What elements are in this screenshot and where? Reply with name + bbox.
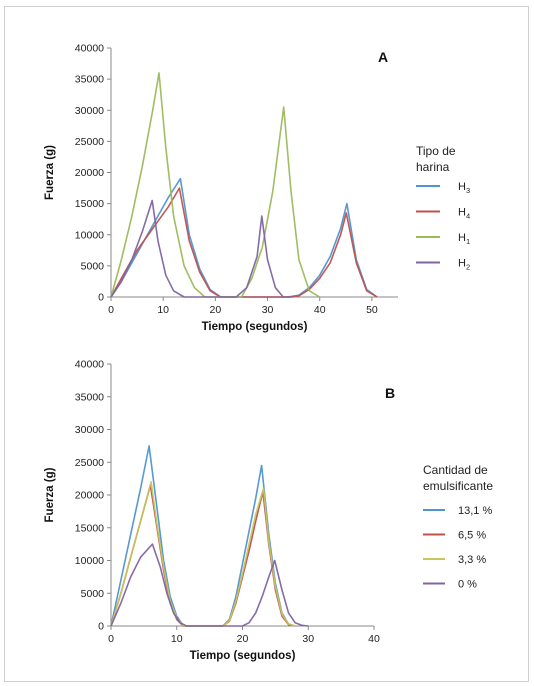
legend-label: 6,5 % — [458, 530, 486, 542]
y-tick-label: 5000 — [81, 260, 105, 272]
figure-frame — [4, 6, 529, 682]
legend-label: H2 — [458, 258, 470, 272]
legend-label: 13,1 % — [458, 505, 492, 517]
x-tick-label: 20 — [210, 304, 222, 316]
x-tick-label: 30 — [302, 633, 314, 645]
y-tick-label: 5000 — [81, 588, 105, 600]
x-axis-label: Tiempo (segundos) — [190, 650, 296, 662]
y-axis-label: Fuerza (g) — [44, 467, 56, 522]
legend: Cantidad de emulsificante 13,1 % 6,5 % 3,3 %… — [423, 463, 493, 591]
series-line-2 — [110, 72, 321, 298]
y-tick-label: 25000 — [75, 457, 104, 469]
legend-title: Cantidad de — [423, 463, 488, 477]
y-axis-label: Fuerza (g) — [44, 145, 56, 200]
legend-title: emulsificante — [423, 479, 493, 493]
x-tick-label: 0 — [108, 633, 114, 645]
series-line-2 — [110, 481, 296, 627]
legend-title: harina — [416, 160, 450, 174]
y-tick-label: 20000 — [75, 167, 104, 179]
y-tick-label: 10000 — [75, 229, 104, 241]
x-tick-label: 30 — [262, 304, 274, 316]
series-line-3 — [110, 199, 294, 298]
x-tick-label: 20 — [237, 633, 249, 645]
legend-label: H1 — [458, 232, 470, 246]
y-tick-label: 35000 — [75, 391, 104, 403]
y-tick-label: 20000 — [75, 490, 104, 502]
legend-label: H3 — [458, 181, 470, 195]
x-tick-label: 10 — [157, 304, 169, 316]
series-line-3 — [110, 543, 309, 627]
y-tick-label: 10000 — [75, 555, 104, 567]
y-tick-label: 40000 — [75, 43, 104, 55]
x-tick-label: 40 — [314, 304, 326, 316]
panel-letter: B — [385, 385, 395, 401]
y-tick-label: 15000 — [75, 522, 104, 534]
x-tick-label: 0 — [108, 304, 114, 316]
y-tick-label: 15000 — [75, 198, 104, 210]
legend-label: H4 — [458, 207, 470, 221]
y-tick-label: 0 — [98, 292, 104, 304]
x-tick-label: 10 — [171, 633, 183, 645]
chart-panel-A: 0 5000 10000 15000 20000 25000 30000 35000 40000… — [44, 43, 470, 334]
series-line-1 — [110, 484, 296, 627]
series-line-0 — [110, 177, 378, 298]
y-tick-label: 25000 — [75, 136, 104, 148]
y-tick-label: 30000 — [75, 424, 104, 436]
series-line-1 — [110, 187, 378, 298]
legend-title: Tipo de — [416, 144, 456, 158]
legend: Tipo de harina H3 H4 H1 H2 — [416, 144, 470, 272]
legend-label: 3,3 % — [458, 554, 486, 566]
y-tick-label: 0 — [98, 621, 104, 633]
chart-panel-B: 0 5000 10000 15000 20000 25000 30000 35000 40000… — [44, 359, 493, 663]
legend-label: 0 % — [458, 579, 477, 591]
x-tick-label: 50 — [366, 304, 378, 316]
y-tick-label: 40000 — [75, 359, 104, 371]
x-axis-label: Tiempo (segundos) — [202, 321, 308, 333]
y-tick-label: 30000 — [75, 105, 104, 117]
panel-letter: A — [378, 49, 388, 65]
x-tick-label: 40 — [368, 633, 380, 645]
y-tick-label: 35000 — [75, 74, 104, 86]
